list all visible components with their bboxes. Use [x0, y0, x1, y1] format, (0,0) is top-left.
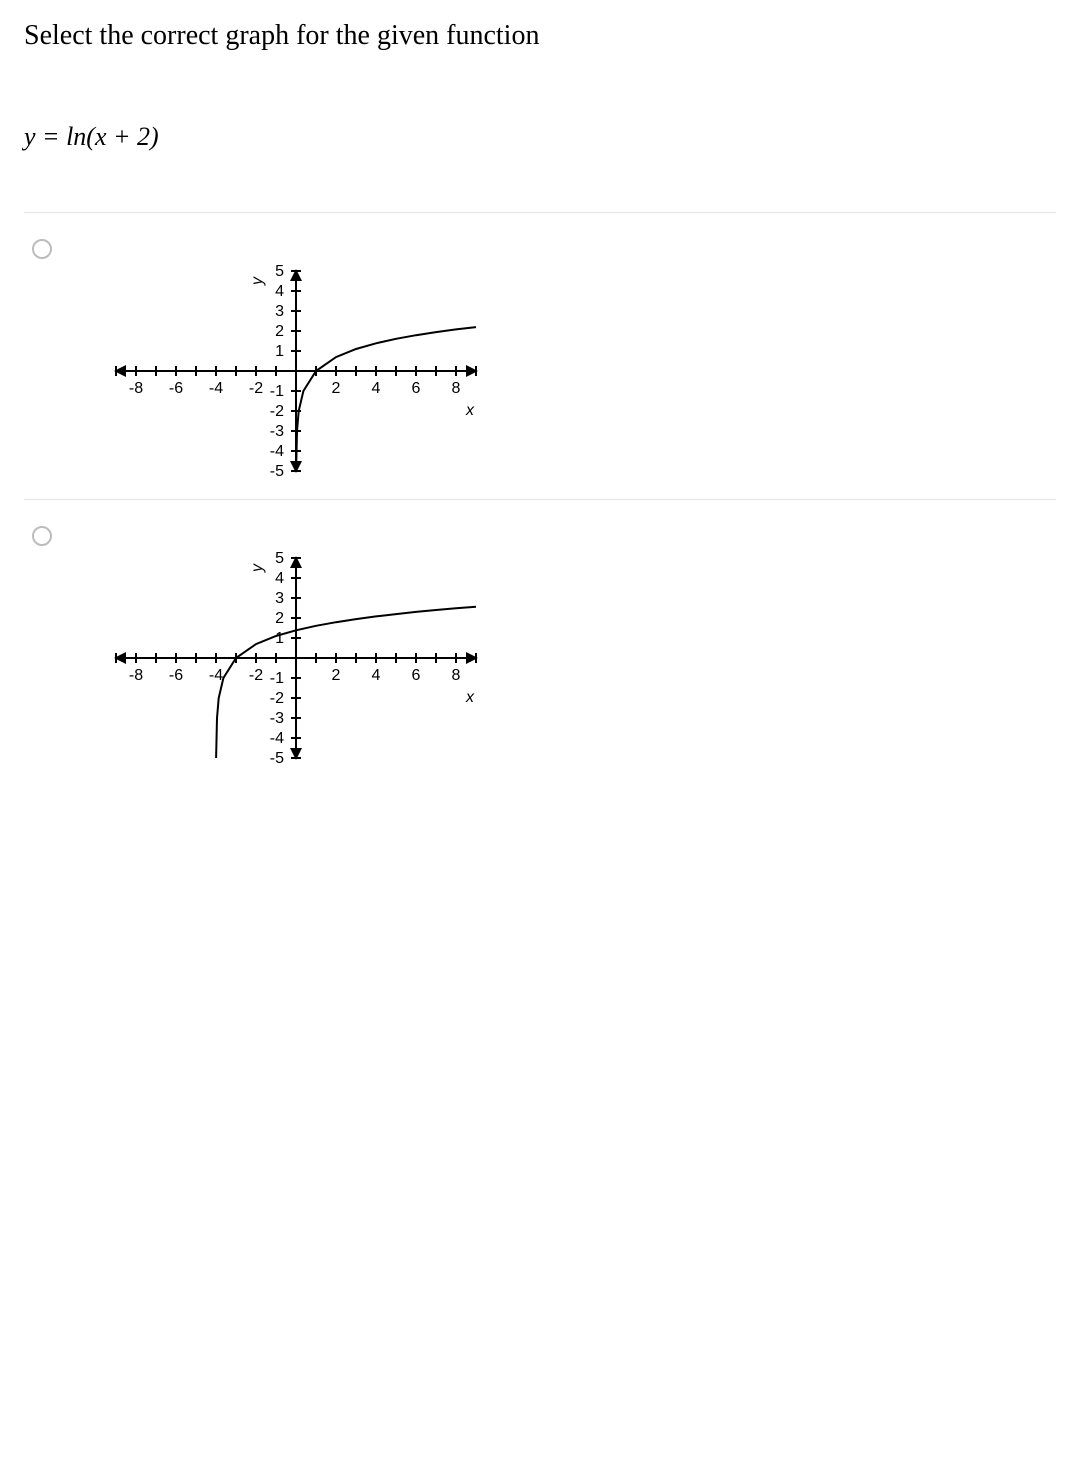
svg-text:-2: -2: [270, 690, 284, 707]
option-a-svg: -8 -6 -4 -2 2 4 6 8x 1 2 3 4 5 -1 -2 -3 -4 -5 y: [108, 263, 484, 479]
svg-text:6: 6: [412, 380, 421, 397]
svg-text:3: 3: [275, 590, 284, 607]
svg-text:-6: -6: [169, 380, 183, 397]
svg-text:3: 3: [275, 303, 284, 320]
svg-text:2: 2: [332, 380, 341, 397]
svg-text:2: 2: [275, 323, 284, 340]
option-a-graph: -8 -6 -4 -2 2 4 6 8x 1 2 3 4 5 -1 -2 -3 -4 -5 y: [88, 233, 1056, 479]
option-a-radio[interactable]: [32, 239, 52, 259]
svg-text:x: x: [465, 402, 475, 419]
svg-text:4: 4: [275, 570, 284, 587]
svg-text:-4: -4: [209, 667, 223, 684]
option-a-row: -8 -6 -4 -2 2 4 6 8x 1 2 3 4 5 -1 -2 -3 -4 -5 y: [24, 212, 1056, 499]
svg-text:-4: -4: [209, 380, 223, 397]
svg-text:-8: -8: [129, 380, 143, 397]
svg-text:4: 4: [372, 667, 381, 684]
svg-text:-5: -5: [270, 750, 284, 766]
svg-text:-2: -2: [249, 667, 263, 684]
svg-text:8: 8: [452, 380, 461, 397]
svg-text:-1: -1: [270, 670, 284, 687]
svg-text:1: 1: [275, 343, 284, 360]
svg-text:-6: -6: [169, 667, 183, 684]
svg-text:2: 2: [332, 667, 341, 684]
svg-text:-2: -2: [249, 380, 263, 397]
svg-text:4: 4: [372, 380, 381, 397]
svg-text:-3: -3: [270, 423, 284, 440]
svg-text:4: 4: [275, 283, 284, 300]
question-prompt: Select the correct graph for the given f…: [24, 20, 1056, 52]
svg-text:-5: -5: [270, 463, 284, 479]
svg-text:6: 6: [412, 667, 421, 684]
svg-text:1: 1: [275, 630, 284, 647]
svg-text:x: x: [465, 689, 475, 706]
svg-text:8: 8: [452, 667, 461, 684]
svg-text:-1: -1: [270, 383, 284, 400]
question-equation: y = ln(x + 2): [24, 122, 1056, 152]
svg-text:5: 5: [275, 550, 284, 567]
svg-text:y: y: [249, 276, 266, 286]
option-b-radio[interactable]: [32, 526, 52, 546]
svg-text:-8: -8: [129, 667, 143, 684]
option-a-radio-wrap[interactable]: [24, 233, 88, 259]
option-b-radio-wrap[interactable]: [24, 520, 88, 546]
svg-text:-4: -4: [270, 730, 284, 747]
svg-text:5: 5: [275, 263, 284, 280]
svg-text:-4: -4: [270, 443, 284, 460]
option-b-svg: -8 -6 -4 -2 2 4 6 8x 1 2 3 4 5 -1 -2 -3 -4 -5 y: [108, 550, 484, 766]
svg-text:-3: -3: [270, 710, 284, 727]
option-b-graph: -8 -6 -4 -2 2 4 6 8x 1 2 3 4 5 -1 -2 -3 -4 -5 y: [88, 520, 1056, 766]
svg-text:2: 2: [275, 610, 284, 627]
svg-text:-2: -2: [270, 403, 284, 420]
option-b-row: -8 -6 -4 -2 2 4 6 8x 1 2 3 4 5 -1 -2 -3 -4 -5 y: [24, 499, 1056, 786]
svg-text:y: y: [249, 563, 266, 573]
